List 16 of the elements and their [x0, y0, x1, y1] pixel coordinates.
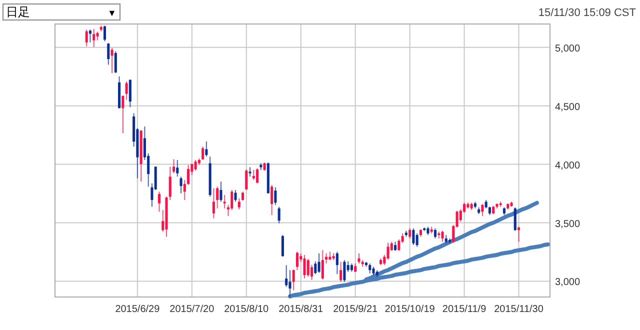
y-tick-label: 4,500: [555, 102, 580, 113]
y-tick-label: 5,000: [555, 43, 580, 54]
x-tick-label: 2015/9/21: [333, 304, 378, 315]
y-tick-label: 4,000: [555, 160, 580, 172]
text: ▼: [108, 8, 116, 18]
x-tick-label: 2015/8/31: [278, 304, 324, 315]
x-tick-label: 2015/11/30: [494, 304, 544, 315]
x-tick-label: 2015/10/19: [384, 304, 436, 315]
x-tick-label: 2015/7/20: [170, 304, 215, 315]
y-tick-label: 3,000: [555, 277, 580, 288]
text: 日足: [6, 5, 30, 19]
x-tick-label: 2015/6/29: [115, 304, 160, 315]
y-tick-label: 3,500: [555, 218, 580, 230]
x-tick-label: 2015/11/9: [442, 304, 487, 315]
x-tick-label: 2015/8/10: [224, 304, 270, 315]
text: 15/11/30 15:09 CST: [538, 7, 636, 19]
